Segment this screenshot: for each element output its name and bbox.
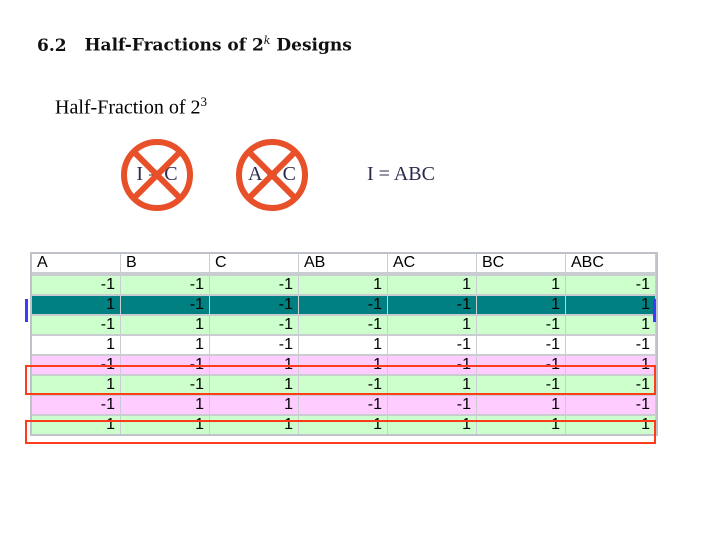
table-row: 1 1 -1 1 -1 -1 -1 [32,334,656,354]
table-cell: -1 [477,354,566,374]
table-row: -1 1 -1 -1 1 -1 1 [32,314,656,334]
section-title: 6.2 Half-Fractions of 2k Designs [37,34,352,56]
table-cell: 1 [210,394,299,414]
section-title-exponent: k [263,34,271,47]
table-row: -1 -1 1 1 -1 -1 1 [32,354,656,374]
table-cell: -1 [388,394,477,414]
table-cell: -1 [477,334,566,354]
table-cell: -1 [388,334,477,354]
table-cell: 1 [299,354,388,374]
subtitle-exponent: 3 [200,94,208,109]
table-cell: -1 [121,354,210,374]
table-cell: -1 [566,274,656,294]
table-cell: 1 [121,394,210,414]
table-cell: 1 [388,274,477,294]
table-row: -1 1 1 -1 -1 1 -1 [32,394,656,414]
table-cell: 1 [32,414,121,434]
col-header: C [210,254,299,274]
table-cell: 1 [477,414,566,434]
col-header: AC [388,254,477,274]
table-cell: 1 [388,414,477,434]
table-cell: 1 [477,394,566,414]
table-cell: -1 [299,314,388,334]
table-cell: -1 [477,374,566,394]
table-cell: 1 [121,314,210,334]
table-cell: -1 [210,274,299,294]
table-header-row: A B C AB AC BC ABC [32,254,656,274]
cross-out-icon [121,139,193,211]
table-cell: 1 [566,414,656,434]
table-cell: -1 [299,294,388,314]
col-header: B [121,254,210,274]
table-cell: 1 [32,334,121,354]
table-cell: -1 [388,354,477,374]
table-cell: -1 [566,394,656,414]
table-cell: -1 [388,294,477,314]
table-cell: -1 [210,314,299,334]
table-cell: 1 [32,294,121,314]
table-cell: -1 [32,354,121,374]
table-cell: 1 [477,274,566,294]
table-cell: 1 [299,334,388,354]
design-table: A B C AB AC BC ABC -1 -1 -1 1 1 1 -1 1 -1 -1 -1 -1 1… [30,252,658,436]
section-title-text: Half-Fractions of 2 [84,35,264,56]
table-cell: -1 [477,314,566,334]
col-header: ABC [566,254,656,274]
table-cell: 1 [566,314,656,334]
table-cell: -1 [566,334,656,354]
table-cell: 1 [210,374,299,394]
table-cell: -1 [121,274,210,294]
table-cell: -1 [32,274,121,294]
table-cell: 1 [121,414,210,434]
table-cell: -1 [121,374,210,394]
crossed-generator-2: A = C [232,135,312,215]
table-cell: 1 [388,374,477,394]
generator-3: I = ABC [367,163,435,185]
col-header: BC [477,254,566,274]
col-header: A [32,254,121,274]
table-cell: -1 [566,374,656,394]
table-cell: 1 [299,414,388,434]
table-cell: -1 [32,394,121,414]
table-cell: 1 [477,294,566,314]
table-cell: 1 [32,374,121,394]
table-cell: 1 [388,314,477,334]
table-cell: 1 [210,414,299,434]
subtitle: Half-Fraction of 23 [55,94,207,120]
cross-out-icon [236,139,308,211]
table-cell: 1 [566,354,656,374]
table-cell: 1 [210,354,299,374]
table-cell: -1 [299,374,388,394]
table-cell: -1 [210,294,299,314]
crossed-generator-1: I = C [117,135,197,215]
table-cell: 1 [566,294,656,314]
table-cell: -1 [32,314,121,334]
table-cell: -1 [299,394,388,414]
section-title-tail: Designs [276,35,352,56]
table-row: 1 -1 1 -1 1 -1 -1 [32,374,656,394]
table-cell: -1 [121,294,210,314]
table-cell: 1 [299,274,388,294]
table-row: -1 -1 -1 1 1 1 -1 [32,274,656,294]
subtitle-text: Half-Fraction of 2 [55,96,201,119]
col-header: AB [299,254,388,274]
table-cell: 1 [121,334,210,354]
table-cell: -1 [210,334,299,354]
table-row: 1 -1 -1 -1 -1 1 1 [32,294,656,314]
section-number: 6.2 [37,35,67,56]
